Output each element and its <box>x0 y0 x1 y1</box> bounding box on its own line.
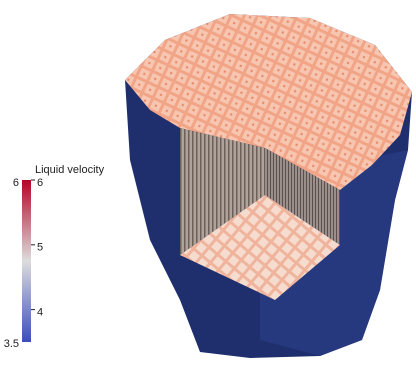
tick-label: 5 <box>37 242 43 254</box>
tick-label: 6 <box>37 177 43 189</box>
range-min-label: 3.5 <box>4 338 19 350</box>
range-max-label: 6 <box>13 177 19 189</box>
mesh-geometry <box>125 14 412 358</box>
tick-label: 4 <box>37 307 43 319</box>
visualization: Liquid velocity 6 3.5 4 5 6 <box>0 0 416 361</box>
color-bar <box>22 180 31 342</box>
page: Liquid velocity 63.5456 (() => { const d… <box>0 0 416 361</box>
color-legend: Liquid velocity 6 3.5 4 5 6 <box>4 164 105 350</box>
legend-title: Liquid velocity <box>35 164 105 176</box>
